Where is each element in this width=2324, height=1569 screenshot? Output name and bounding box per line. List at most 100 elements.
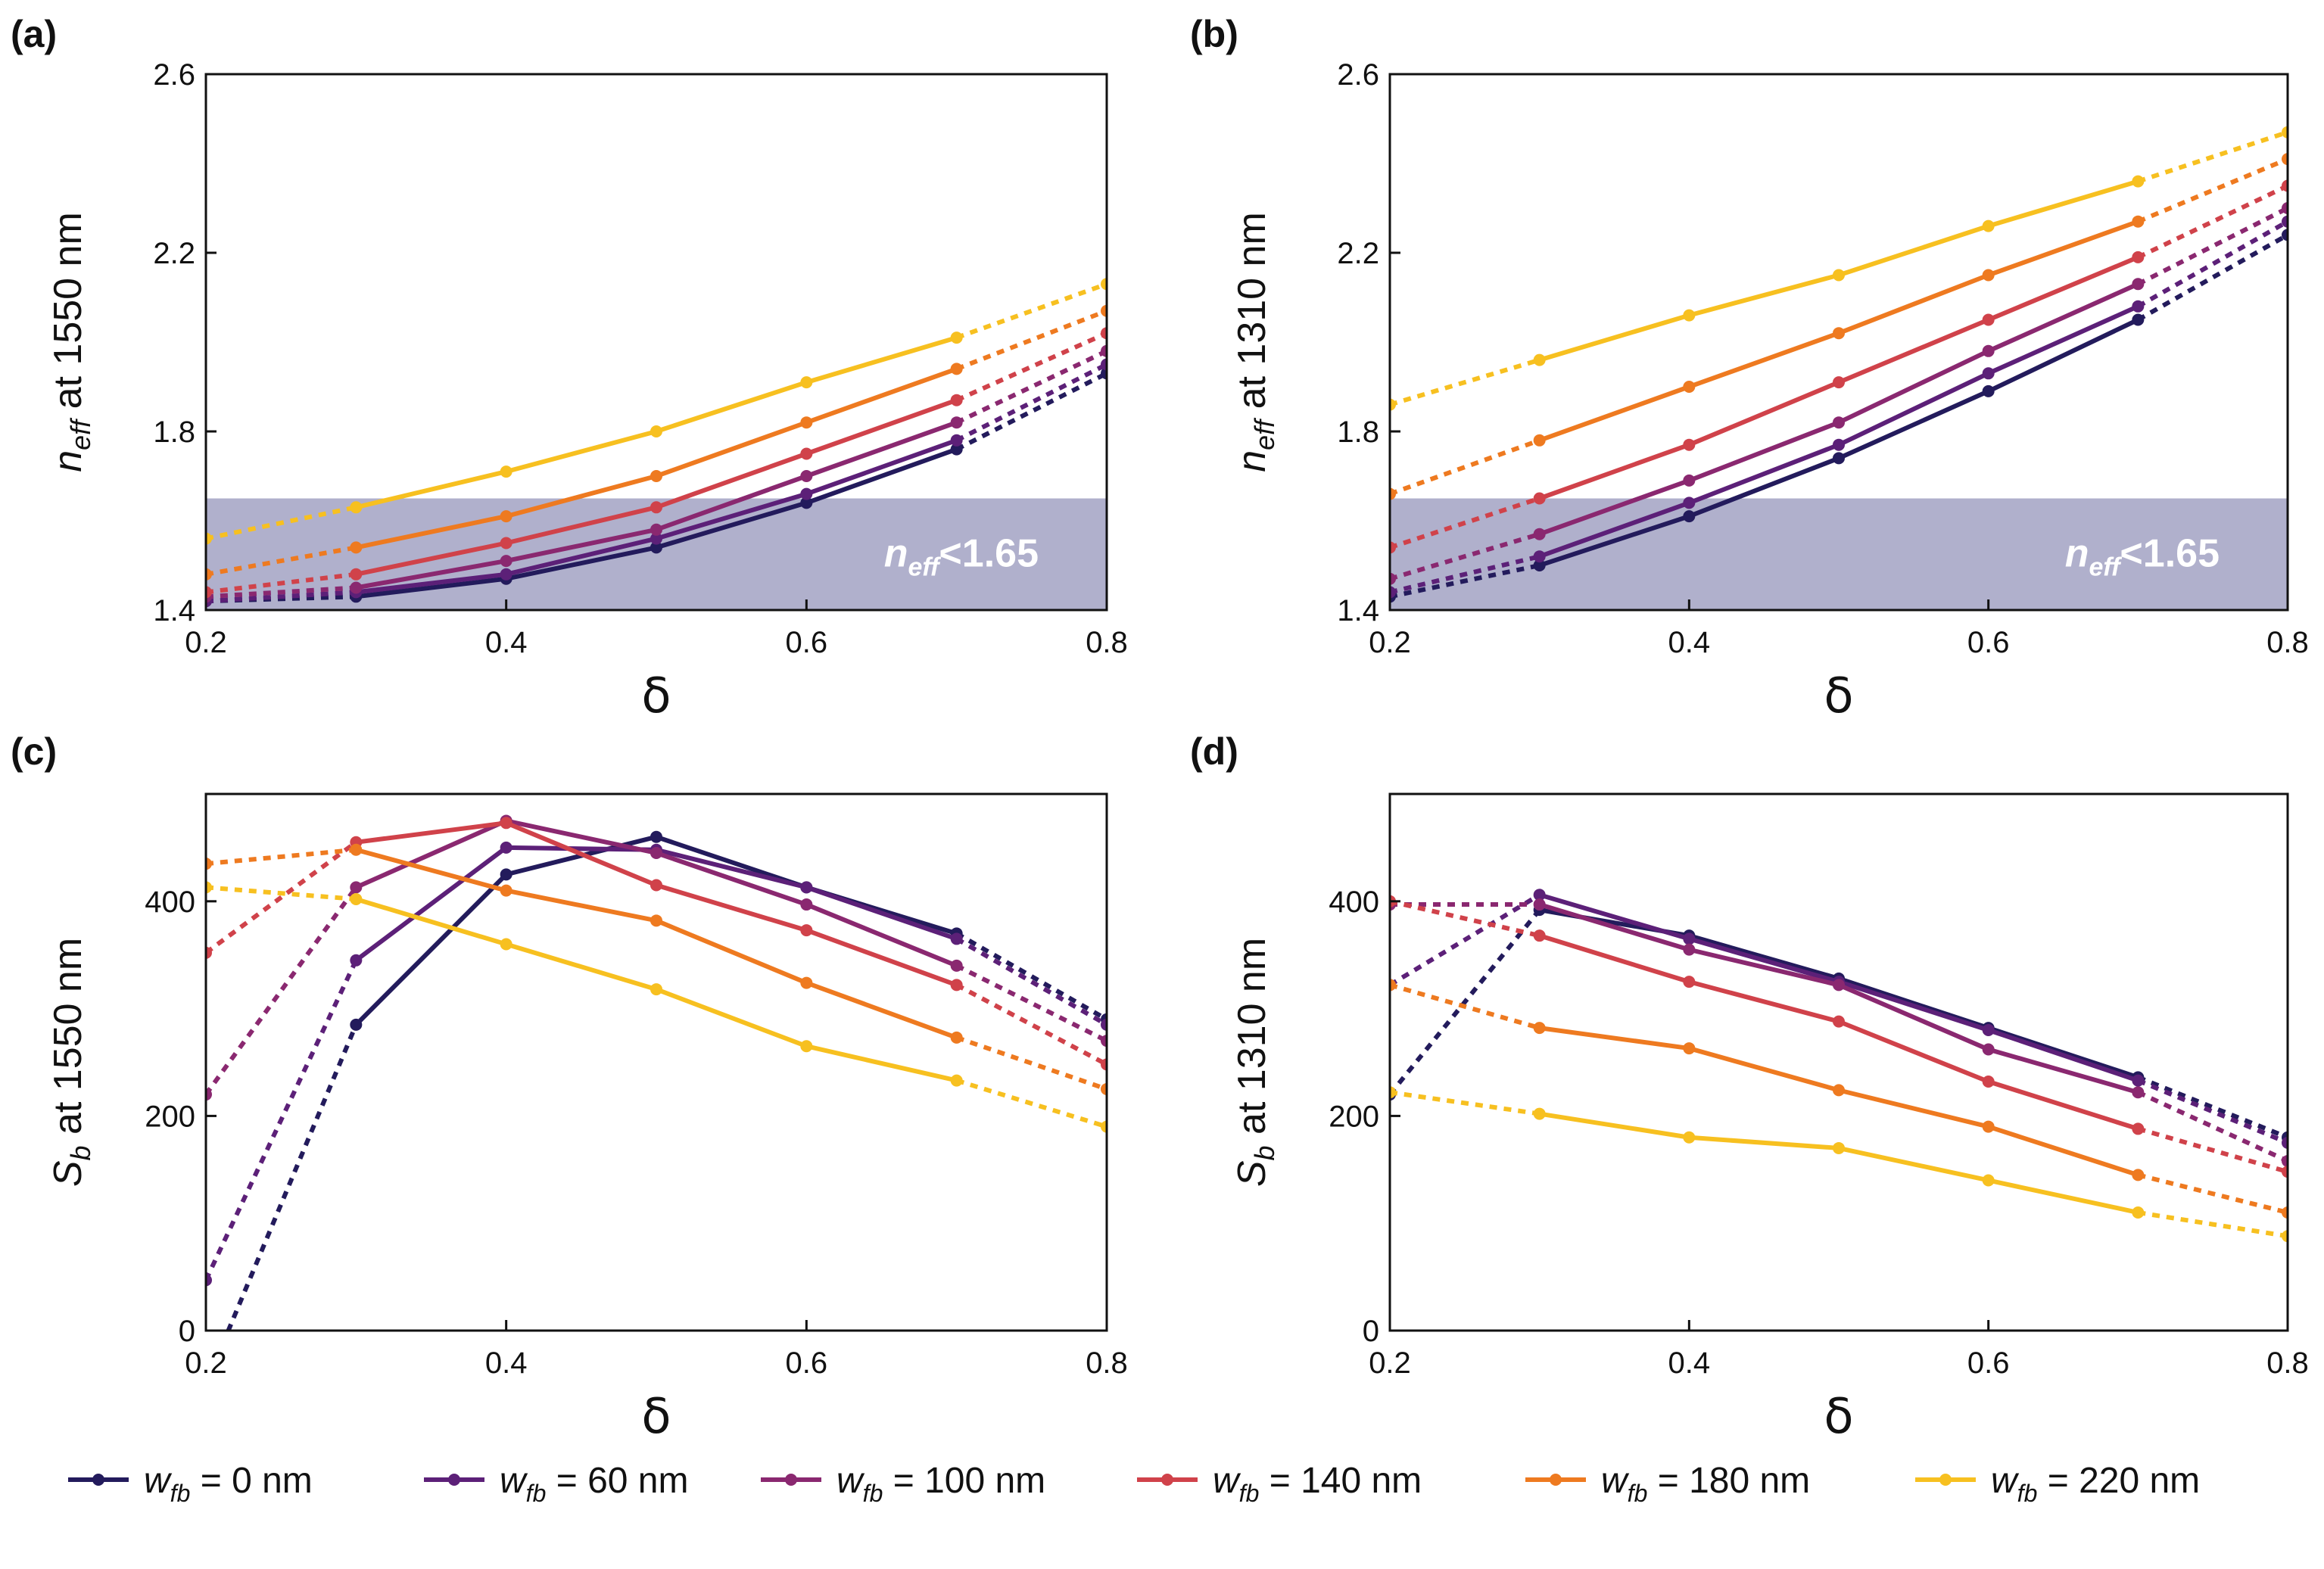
- data-point: [800, 497, 813, 509]
- data-point: [1833, 438, 1845, 451]
- data-point: [350, 501, 363, 514]
- data-point: [1982, 313, 1995, 326]
- series-segment-dashed: [1390, 982, 1541, 1031]
- data-point: [650, 983, 662, 996]
- data-point: [2282, 126, 2288, 139]
- data-point: [1533, 434, 1546, 447]
- data-point: [2282, 179, 2288, 192]
- data-point: [1533, 559, 1546, 571]
- data-point: [1533, 528, 1546, 540]
- series-line: [355, 847, 958, 1040]
- data-point: [2282, 1154, 2288, 1167]
- data-point: [650, 914, 662, 927]
- data-point: [1982, 1023, 1995, 1036]
- legend-swatch-marker: [785, 1474, 797, 1486]
- data-point: [950, 979, 963, 992]
- data-point: [950, 332, 963, 344]
- panel-b: (b) neff<1.65 0.2 0.4 0.6 0.8 1.4 1.8 2.2 2.6 δ nef…: [1190, 13, 2309, 724]
- series-group: [206, 814, 1107, 1331]
- data-point: [650, 541, 662, 554]
- series-segment-dashed: [955, 982, 1107, 1066]
- data-point: [1533, 929, 1546, 942]
- series-segment-dashed: [955, 931, 1107, 1022]
- shaded-region-label: neff<1.65: [2065, 532, 2220, 582]
- data-point: [350, 843, 363, 856]
- series-segment-dashed: [2137, 1126, 2288, 1175]
- data-point: [206, 586, 212, 599]
- axes-frame: [204, 73, 1108, 612]
- data-point: [500, 555, 512, 568]
- series-segment-dashed: [1390, 892, 1541, 987]
- panel-letter: (d): [1190, 730, 1238, 773]
- data-point: [1833, 1084, 1845, 1097]
- axes-frame: [204, 792, 1108, 1332]
- legend-swatch-marker: [1939, 1474, 1952, 1486]
- series-group: [1390, 889, 2288, 1243]
- data-point: [800, 976, 813, 989]
- data-point: [2282, 1166, 2288, 1178]
- data-point: [2282, 153, 2288, 166]
- series-segment-dashed: [955, 349, 1107, 425]
- data-point: [206, 1274, 212, 1287]
- data-point: [1833, 416, 1845, 429]
- data-point: [206, 881, 212, 894]
- data-point: [1982, 1076, 1995, 1088]
- data-point: [1683, 976, 1696, 988]
- data-point: [2282, 202, 2288, 214]
- data-point: [1833, 376, 1845, 389]
- data-point: [650, 523, 662, 536]
- panel-letter: (b): [1190, 13, 1238, 55]
- data-point: [1533, 898, 1546, 911]
- series-segment-dashed: [1390, 1090, 1541, 1116]
- data-point: [950, 363, 963, 375]
- x-tick-label: 0.2: [1369, 1346, 1411, 1380]
- data-point: [350, 581, 363, 594]
- y-axis-label: Sb at 1550 nm: [46, 938, 96, 1187]
- series-segment-dashed: [955, 936, 1107, 1027]
- series-segment-dashed: [206, 847, 357, 867]
- data-point: [1533, 1107, 1546, 1120]
- legend-label: wfb = 100 nm: [836, 1461, 1045, 1507]
- legend-swatch-marker: [1161, 1474, 1173, 1486]
- series-line: [1538, 902, 2139, 1095]
- data-point: [1683, 381, 1696, 393]
- data-point: [800, 470, 813, 482]
- legend-swatch-marker: [448, 1474, 460, 1486]
- x-axis-label: δ: [641, 1389, 671, 1445]
- data-point: [950, 1074, 963, 1087]
- series-segment-dashed: [955, 371, 1107, 452]
- series-segment-dashed: [955, 1078, 1107, 1129]
- x-tick-label: 0.8: [1086, 1346, 1128, 1380]
- data-point: [1982, 344, 1995, 357]
- data-point: [1982, 1174, 1995, 1187]
- data-point: [1390, 572, 1396, 585]
- data-point: [650, 532, 662, 545]
- legend-swatch-marker: [92, 1474, 104, 1486]
- panel-a: (a) neff<1.65 0.2 0.4 0.6 0.8 1.4 1.8 2.2 2.6 δ nef…: [11, 13, 1128, 724]
- data-point: [1101, 358, 1107, 371]
- series-segment-dashed: [2136, 219, 2288, 309]
- data-point: [800, 881, 813, 894]
- data-point: [2282, 1136, 2288, 1149]
- data-point: [500, 841, 512, 854]
- data-point: [2132, 1206, 2145, 1219]
- series-segment-dashed: [206, 505, 357, 541]
- series-segment-dashed: [2137, 157, 2288, 224]
- data-point: [350, 954, 363, 967]
- panel-letter: (c): [11, 730, 57, 773]
- y-tick-label: 1.4: [153, 594, 195, 627]
- data-point: [350, 541, 363, 554]
- data-point: [206, 568, 212, 581]
- data-point: [1101, 1120, 1107, 1133]
- data-point: [1683, 932, 1696, 945]
- series-segment-dashed: [1390, 908, 1541, 1096]
- axes-frame: [1388, 792, 2289, 1332]
- legend-item: wfb = 100 nm: [761, 1461, 1045, 1507]
- data-point: [2132, 300, 2145, 313]
- x-tick-label: 0.2: [1369, 626, 1411, 659]
- y-axis-label: neff at 1310 nm: [1230, 212, 1280, 472]
- series-segment-dashed: [2137, 1172, 2288, 1215]
- legend-label: wfb = 220 nm: [1991, 1461, 2200, 1507]
- series-segment-dashed: [955, 308, 1107, 372]
- x-tick-label: 0.8: [2266, 1346, 2309, 1380]
